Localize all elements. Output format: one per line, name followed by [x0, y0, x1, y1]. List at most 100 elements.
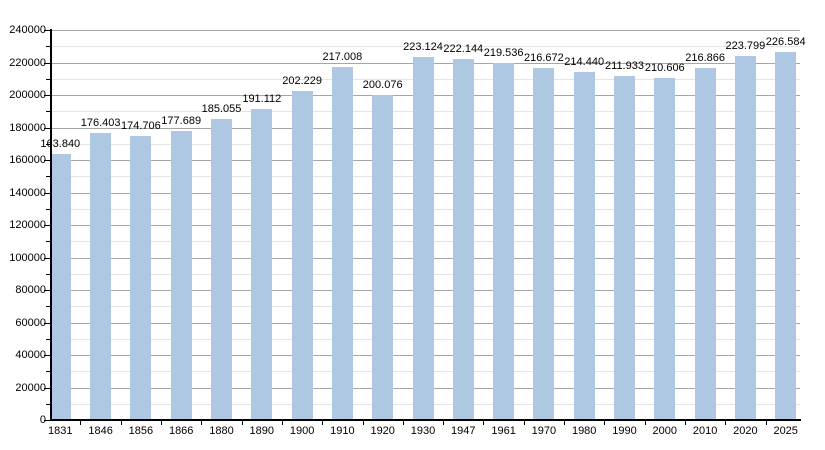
x-axis-label: 1970: [531, 425, 557, 437]
bar-value-label: 185.055: [201, 103, 242, 116]
major-gridline: [51, 30, 800, 31]
y-axis-tick: [44, 127, 50, 129]
x-axis-boundary-tick: [120, 421, 122, 425]
x-axis-boundary-tick: [483, 421, 485, 425]
x-axis-boundary-tick: [161, 421, 163, 425]
bar-1961: [493, 63, 515, 420]
bar-2025: [775, 51, 797, 420]
bar-value-label: 214.440: [564, 55, 605, 68]
x-axis-label: 1910: [330, 425, 355, 437]
x-axis-label: 1947: [451, 425, 476, 437]
y-axis-tick: [46, 78, 50, 80]
x-axis-boundary-tick: [564, 421, 566, 425]
bar-1900: [291, 91, 313, 420]
bar-1831: [49, 153, 71, 420]
x-axis-label: 1990: [612, 425, 637, 437]
minor-gridline: [51, 46, 800, 48]
y-axis-label: 40000: [15, 349, 46, 361]
x-axis-label: 1890: [249, 425, 275, 437]
bar-1970: [533, 67, 555, 420]
y-axis-label: 200000: [9, 89, 46, 101]
x-axis-label: 1930: [410, 425, 436, 437]
y-axis-tick: [44, 322, 50, 324]
bar-2020: [734, 56, 756, 420]
x-axis-label: 1856: [128, 425, 154, 437]
y-axis-tick: [44, 290, 50, 291]
x-axis-boundary-tick: [201, 421, 203, 425]
y-axis-label: 120000: [9, 219, 46, 231]
y-axis-label: 0: [39, 414, 46, 426]
bar-value-label: 223.799: [725, 40, 766, 53]
bar-value-label: 216.672: [524, 51, 564, 64]
x-axis-line: [50, 419, 801, 421]
plot-area: 163.840 176.403 174.706 177.689 185.055 191.1…: [40, 30, 806, 420]
x-axis-boundary-tick: [765, 421, 767, 425]
bar-1846: [90, 133, 112, 420]
bar-value-label: 222.144: [443, 43, 484, 56]
y-axis-tick: [44, 160, 50, 161]
x-axis-label: 1920: [370, 425, 395, 437]
bar-1947: [452, 59, 474, 420]
bar-value-label: 191.112: [242, 93, 282, 106]
x-axis-boundary-tick: [604, 421, 606, 425]
bar-value-label: 210.606: [644, 61, 685, 74]
bar-2000: [654, 77, 676, 420]
x-axis-label: 1961: [491, 425, 516, 437]
bar-value-label: 177.689: [161, 115, 202, 128]
x-axis-boundary-tick: [80, 421, 82, 425]
x-axis-boundary-tick: [362, 421, 364, 425]
y-axis-tick: [44, 62, 50, 64]
bar-1910: [331, 67, 353, 420]
y-axis-tick: [46, 306, 50, 308]
bar-value-label: 202.229: [282, 75, 322, 88]
y-axis-line: [50, 29, 52, 421]
x-axis-boundary-tick: [402, 421, 404, 425]
bar-value-label: 211.933: [605, 59, 644, 72]
bar-value-label: 226.584: [765, 35, 806, 48]
y-axis-tick: [46, 338, 50, 340]
y-axis-tick: [46, 111, 50, 113]
x-axis-boundary-tick: [322, 421, 324, 425]
x-axis-boundary-tick: [523, 421, 525, 425]
y-axis-label: 20000: [15, 381, 46, 394]
x-axis-label: 1831: [48, 425, 73, 437]
y-axis-tick: [44, 95, 50, 96]
x-axis-label: 2000: [652, 425, 678, 437]
bar-value-label: 174.706: [121, 120, 161, 133]
bar-1920: [372, 94, 394, 420]
y-axis-label: 100000: [9, 251, 46, 264]
x-axis-boundary-tick: [684, 421, 686, 425]
bar-1890: [251, 109, 273, 420]
y-axis-tick: [46, 46, 50, 48]
x-axis-label: 2010: [692, 425, 718, 437]
y-axis-tick: [46, 371, 50, 373]
bar-value-label: 216.866: [685, 51, 725, 64]
x-axis-label: 1980: [571, 425, 597, 437]
x-axis-label: 1866: [168, 425, 194, 437]
y-axis-tick: [46, 143, 50, 145]
bar-1980: [573, 71, 595, 420]
x-axis-boundary-tick: [725, 421, 727, 425]
x-axis-boundary-tick: [241, 421, 243, 425]
y-axis-tick: [46, 241, 50, 243]
x-axis-boundary-tick: [443, 421, 445, 425]
bar-1930: [412, 57, 434, 420]
bar-value-label: 219.536: [483, 47, 524, 60]
x-axis-label: 2020: [733, 425, 758, 437]
x-axis-label: 1880: [209, 425, 234, 437]
bar-value-label: 176.403: [80, 117, 121, 130]
y-axis-tick: [46, 273, 50, 275]
bar-1866: [170, 131, 192, 420]
x-axis-label: 1900: [289, 425, 315, 437]
y-axis-tick: [44, 355, 50, 356]
bar-2010: [694, 67, 716, 420]
y-axis-tick: [44, 387, 50, 389]
bar-value-label: 223.124: [403, 41, 443, 54]
y-axis-tick: [44, 225, 50, 226]
x-axis-label: 1846: [88, 425, 113, 437]
x-axis-boundary-tick: [644, 421, 646, 425]
y-axis-label: 160000: [9, 154, 46, 166]
y-axis-tick: [44, 30, 50, 31]
y-axis-tick: [46, 176, 50, 178]
